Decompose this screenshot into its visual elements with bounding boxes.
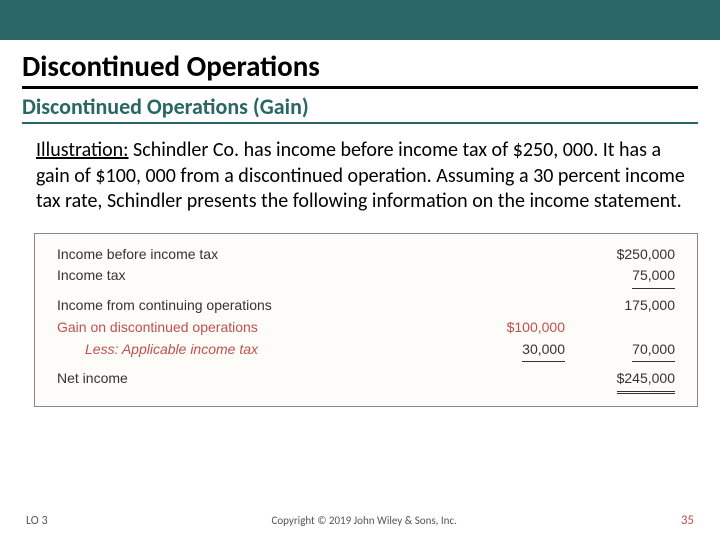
copyright-text: Copyright © 2019 John Wiley & Sons, Inc. — [48, 514, 681, 527]
row-label: Income before income tax — [57, 244, 465, 266]
table-row: Income from continuing operations 175,00… — [57, 295, 675, 317]
income-statement-table: Income before income tax $250,000 Income… — [34, 233, 698, 407]
row-col-a: $100,000 — [465, 317, 565, 339]
header-bar — [0, 0, 720, 40]
learning-objective: LO 3 — [26, 514, 48, 528]
row-col-b: 70,000 — [565, 339, 675, 363]
row-col-b: $250,000 — [565, 244, 675, 266]
row-label: Income tax — [57, 265, 465, 287]
slide-title: Discontinued Operations — [0, 40, 720, 86]
page-number: 35 — [681, 513, 694, 528]
illustration-label: Illustration: — [36, 138, 129, 162]
slide-footer: LO 3 Copyright © 2019 John Wiley & Sons,… — [0, 513, 720, 528]
illustration-paragraph: Illustration: Schindler Co. has income b… — [0, 138, 720, 215]
row-col-b: $245,000 — [565, 368, 675, 392]
table-row: Income before income tax $250,000 — [57, 244, 675, 266]
table-row-gain: Gain on discontinued operations $100,000 — [57, 317, 675, 339]
row-col-b: 75,000 — [565, 265, 675, 289]
row-label: Income from continuing operations — [57, 295, 465, 317]
row-label: Less: Applicable income tax — [57, 339, 465, 361]
table-row: Income tax 75,000 — [57, 265, 675, 289]
row-col-a: 30,000 — [465, 339, 565, 363]
row-col-b: 175,000 — [565, 295, 675, 317]
subtitle-underline — [22, 122, 698, 124]
illustration-text: Schindler Co. has income before income t… — [36, 138, 685, 213]
table-row: Net income $245,000 — [57, 368, 675, 392]
row-label: Gain on discontinued operations — [57, 317, 465, 339]
table-row: Less: Applicable income tax 30,000 70,00… — [57, 339, 675, 363]
row-label: Net income — [57, 368, 465, 390]
slide-subtitle: Discontinued Operations (Gain) — [0, 89, 720, 122]
